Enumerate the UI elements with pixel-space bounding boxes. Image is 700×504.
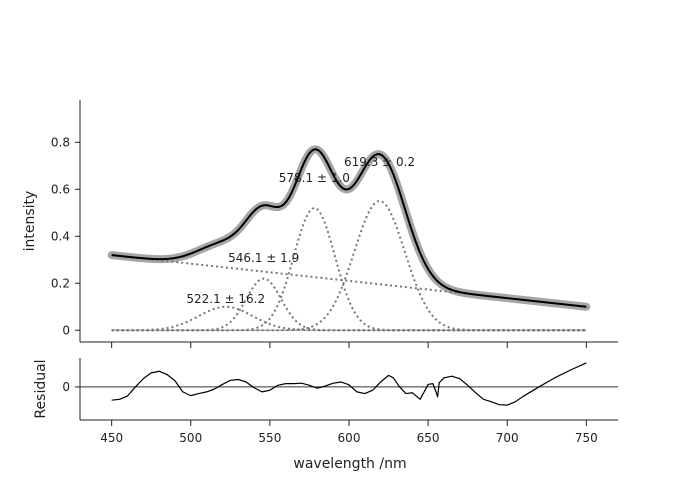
peak-522-label: 522.1 ± 16.2 <box>186 292 265 306</box>
x-tick-label: 700 <box>496 431 519 445</box>
residual-series-line <box>111 362 587 406</box>
main-plot-panel: 0 0.2 0.4 0.6 0.8 522.1 ± 16.2 546.1 ± 1.9 578.… <box>51 100 618 348</box>
residual-plot-panel: 0 450 500 550 600 650 700 750 <box>62 358 618 445</box>
peak-546-component-line <box>111 277 587 332</box>
x-tick-label: 450 <box>100 431 123 445</box>
top-y-tick-label: 0.4 <box>51 229 70 243</box>
top-y-tick-label: 0.6 <box>51 182 70 196</box>
x-tick-label: 750 <box>575 431 598 445</box>
y-axis-label-intensity: intensity <box>22 191 38 252</box>
bottom-y-tick-label: 0 <box>62 380 70 394</box>
peak-619-component-line <box>111 200 587 332</box>
y-axis-label-residual: Residual <box>33 359 49 418</box>
x-tick-label: 650 <box>417 431 440 445</box>
x-tick-label: 600 <box>338 431 361 445</box>
fit-series-line <box>111 148 587 308</box>
x-tick-label: 550 <box>258 431 281 445</box>
x-tick-label: 500 <box>179 431 202 445</box>
top-y-tick-label: 0 <box>62 323 70 337</box>
peak-546-label: 546.1 ± 1.9 <box>228 251 299 265</box>
top-y-tick-label: 0.8 <box>51 135 70 149</box>
peak-522-component-line <box>111 305 587 332</box>
peak-619-label: 619.3 ± 0.2 <box>344 155 415 169</box>
x-axis-label: wavelength /nm <box>293 456 406 472</box>
top-y-tick-label: 0.2 <box>51 276 70 290</box>
peak-578-component-line <box>111 207 587 332</box>
peak-578-label: 578.1 ± 1.0 <box>279 171 350 185</box>
